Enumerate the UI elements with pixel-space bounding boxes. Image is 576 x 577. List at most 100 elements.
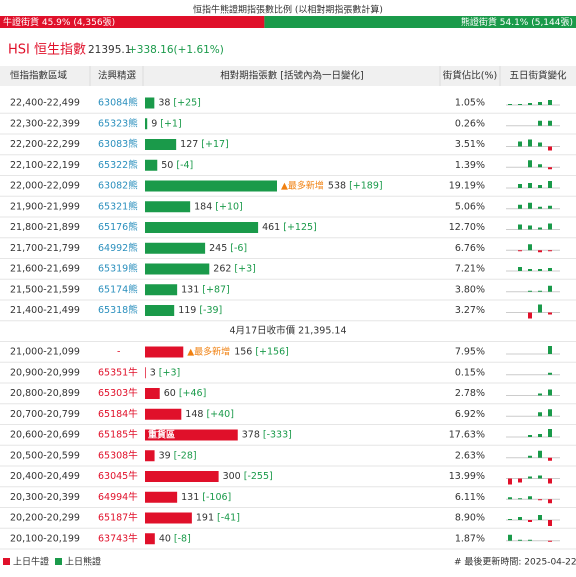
share: 12.70%	[449, 222, 485, 233]
code: 63082熊	[98, 180, 138, 192]
index-price: 21395.1	[88, 44, 131, 56]
trend-bar	[538, 250, 542, 253]
share: 1.39%	[455, 160, 485, 171]
share: 2.63%	[455, 450, 485, 461]
trend-bar	[538, 499, 542, 501]
change: [+156]	[255, 347, 289, 358]
count: 50	[161, 160, 173, 171]
share: 7.95%	[455, 347, 485, 358]
trend-bar	[548, 520, 552, 526]
code: 64994牛	[98, 491, 138, 503]
change: [-8]	[174, 533, 191, 544]
trend-bar	[548, 478, 552, 484]
range: 21,000-21,099	[10, 347, 80, 358]
trend-bar	[508, 519, 512, 520]
count-bar	[145, 512, 192, 524]
trend-bar	[538, 185, 542, 188]
trend-bar	[518, 204, 522, 209]
change: [+189]	[349, 181, 383, 192]
count: 148	[185, 409, 203, 420]
trend-bar	[548, 372, 552, 375]
count-bar	[145, 222, 259, 233]
trend-bar	[548, 540, 552, 542]
trend-bar	[518, 539, 522, 541]
share: 1.87%	[455, 533, 485, 544]
change: [+87]	[202, 284, 229, 295]
share: 7.21%	[455, 264, 485, 275]
share: 0.26%	[455, 118, 485, 129]
count: 461	[262, 222, 280, 233]
count: 191	[196, 513, 214, 524]
count-bar	[145, 388, 160, 399]
share: 13.99%	[449, 471, 485, 482]
index-change: +338.16(+1.61%)	[128, 44, 224, 56]
trend-bar	[528, 103, 532, 105]
count: 3	[150, 367, 156, 378]
trend-bar	[528, 435, 532, 437]
trend-bar	[548, 389, 552, 396]
count-bar	[145, 305, 175, 316]
trend-bar	[538, 434, 542, 437]
code: 63083熊	[98, 138, 138, 150]
change: [-39]	[199, 305, 222, 316]
trend-bar	[548, 499, 552, 504]
trend-bar	[528, 202, 532, 209]
legend-label: 上日牛證	[13, 556, 49, 568]
count-bar	[145, 533, 155, 545]
code: 65321熊	[98, 200, 138, 212]
range: 21,700-21,799	[10, 243, 80, 254]
change: [-41]	[217, 513, 240, 524]
count-bar	[145, 408, 182, 420]
trend-bar	[528, 269, 532, 271]
trend-bar	[528, 476, 532, 479]
change: [+3]	[234, 264, 255, 275]
close-label: 4月17日收市價 21,395.14	[229, 325, 346, 337]
change: [+1]	[160, 118, 181, 129]
count-bar	[145, 139, 177, 150]
count: 538	[328, 181, 346, 192]
code: 65174熊	[98, 283, 138, 295]
trend-bar	[518, 250, 522, 252]
trend-bar	[538, 290, 542, 292]
code: 65319熊	[98, 263, 138, 275]
legend-swatch	[3, 558, 10, 565]
count: 38	[158, 98, 170, 109]
trend-bar	[548, 250, 552, 252]
range: 20,800-20,899	[10, 388, 80, 399]
trend-bar	[508, 478, 512, 485]
trend-bar	[548, 223, 552, 230]
index-name: HSI 恒生指數	[8, 43, 86, 58]
code: 65187牛	[98, 512, 138, 524]
trend-bar	[548, 120, 552, 126]
count-bar	[145, 429, 238, 441]
count: 39	[159, 450, 171, 461]
count-bar	[145, 471, 219, 482]
trend-bar	[528, 520, 532, 522]
trend-bar	[528, 183, 532, 188]
change: [+40]	[206, 409, 233, 420]
count-bar	[145, 180, 277, 192]
share: 0.15%	[455, 367, 485, 378]
code: 63045牛	[98, 470, 138, 482]
count-bar	[145, 97, 155, 109]
count: 40	[159, 533, 171, 544]
col-header: 法興精選	[98, 70, 137, 82]
range: 22,100-22,199	[10, 160, 80, 171]
range: 21,500-21,599	[10, 284, 80, 295]
trend-bar	[538, 206, 542, 209]
code: 64992熊	[98, 242, 138, 254]
trend-bar	[548, 268, 552, 271]
range: 21,400-21,499	[10, 305, 80, 316]
tag: ▲最多新增	[281, 180, 324, 192]
change: [-28]	[174, 450, 197, 461]
code: 65351牛	[98, 366, 138, 378]
trend-bar	[538, 475, 542, 479]
count-bar	[145, 491, 178, 503]
code: 65185牛	[98, 429, 138, 441]
change: [-333]	[263, 430, 292, 441]
range: 22,300-22,399	[10, 118, 80, 129]
count-bar	[145, 118, 148, 130]
bear-ratio	[264, 16, 576, 28]
trend-bar	[518, 141, 522, 147]
range: 22,000-22,099	[10, 181, 80, 192]
